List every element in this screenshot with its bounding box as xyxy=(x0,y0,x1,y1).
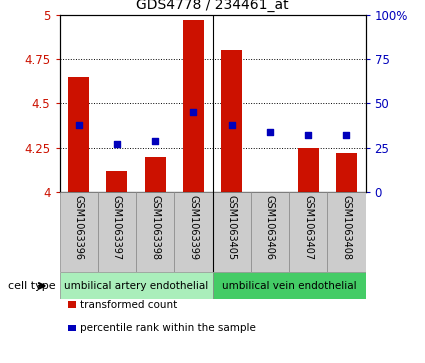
Point xyxy=(266,129,273,135)
Text: transformed count: transformed count xyxy=(80,299,177,310)
Bar xyxy=(221,50,242,192)
Text: GSM1063408: GSM1063408 xyxy=(341,195,351,260)
Bar xyxy=(327,192,366,272)
Text: GSM1063396: GSM1063396 xyxy=(74,195,84,260)
Point xyxy=(228,122,235,128)
Text: GSM1063407: GSM1063407 xyxy=(303,195,313,260)
Bar xyxy=(106,171,128,192)
Bar xyxy=(98,192,136,272)
Bar xyxy=(68,77,89,192)
Point xyxy=(190,109,197,115)
Bar xyxy=(60,192,98,272)
Point xyxy=(343,132,350,138)
Text: GSM1063398: GSM1063398 xyxy=(150,195,160,260)
Bar xyxy=(60,272,212,299)
Title: GDS4778 / 234461_at: GDS4778 / 234461_at xyxy=(136,0,289,12)
Point xyxy=(113,142,120,147)
Bar xyxy=(174,192,212,272)
Text: umbilical vein endothelial: umbilical vein endothelial xyxy=(222,281,356,291)
Point xyxy=(305,132,312,138)
Text: GSM1063397: GSM1063397 xyxy=(112,195,122,260)
Text: GSM1063406: GSM1063406 xyxy=(265,195,275,260)
Bar xyxy=(289,192,327,272)
Bar xyxy=(136,192,174,272)
Bar xyxy=(251,192,289,272)
Text: umbilical artery endothelial: umbilical artery endothelial xyxy=(64,281,208,291)
Bar xyxy=(212,272,366,299)
Bar xyxy=(183,20,204,192)
Bar xyxy=(298,148,319,192)
Point xyxy=(152,138,159,144)
Bar xyxy=(336,153,357,192)
Bar xyxy=(144,157,166,192)
Text: cell type: cell type xyxy=(8,281,55,291)
Text: percentile rank within the sample: percentile rank within the sample xyxy=(80,323,256,333)
Text: GSM1063405: GSM1063405 xyxy=(227,195,237,260)
Bar xyxy=(212,192,251,272)
Text: GSM1063399: GSM1063399 xyxy=(188,195,198,260)
Point xyxy=(75,122,82,128)
